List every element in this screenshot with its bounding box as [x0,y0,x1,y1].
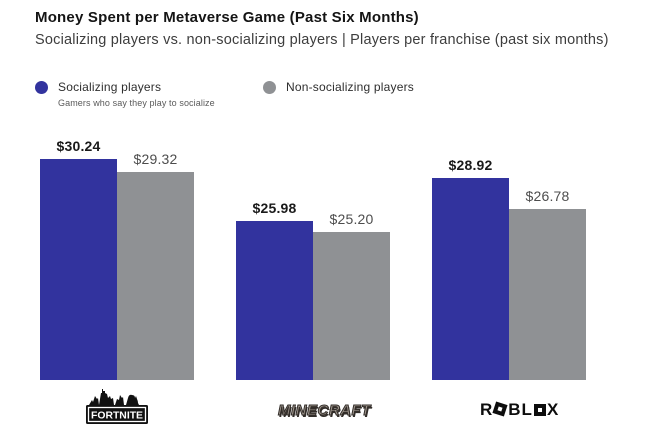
legend-dot-socializing-icon [35,81,48,94]
legend-label-non-socializing: Non-socializing players [286,80,414,94]
legend-dot-non-socializing-icon [263,81,276,94]
bar-minecraft-socializing [236,220,313,380]
legend-item-socializing: Socializing players Gamers who say they … [35,80,215,108]
minecraft-logo-text: MINECRAFT [278,402,371,420]
value-label-roblox-non-socializing: $26.78 [525,188,570,205]
minecraft-logo: MINECRAFT [278,402,371,420]
roblox-logo-text-bl: BL [508,400,533,419]
value-label-fortnite-socializing: $30.24 [56,138,101,155]
legend-caption-socializing: Gamers who say they play to socialize [58,98,215,108]
bar-roblox-socializing [432,178,509,380]
legend-label-socializing: Socializing players [58,80,162,94]
chart-title: Money Spent per Metaverse Game (Past Six… [35,9,419,26]
roblox-logo-text-x: X [546,400,560,419]
roblox-square-o-icon [533,404,546,416]
value-label-minecraft-socializing: $25.98 [252,199,297,216]
legend-item-non-socializing: Non-socializing players [263,80,414,94]
bar-minecraft-non-socializing [313,232,390,380]
roblox-logo: R BL X [480,401,559,419]
roblox-tilted-square-icon [492,401,508,417]
chart-subtitle: Socializing players vs. non-socializing … [35,32,609,48]
bar-roblox-non-socializing [509,209,586,380]
value-label-roblox-socializing: $28.92 [448,157,493,174]
value-label-minecraft-non-socializing: $25.20 [329,211,374,228]
value-label-fortnite-non-socializing: $29.32 [133,151,178,168]
bar-fortnite-non-socializing [117,172,194,380]
fortnite-logo-icon: FORTNITE [86,389,148,424]
chart-legend: Socializing players Gamers who say they … [35,80,595,112]
bar-fortnite-socializing [40,159,117,380]
fortnite-logo-text: FORTNITE [91,411,143,422]
fortnite-logo: FORTNITE [85,385,149,430]
roblox-logo-text-r: R [480,400,494,419]
